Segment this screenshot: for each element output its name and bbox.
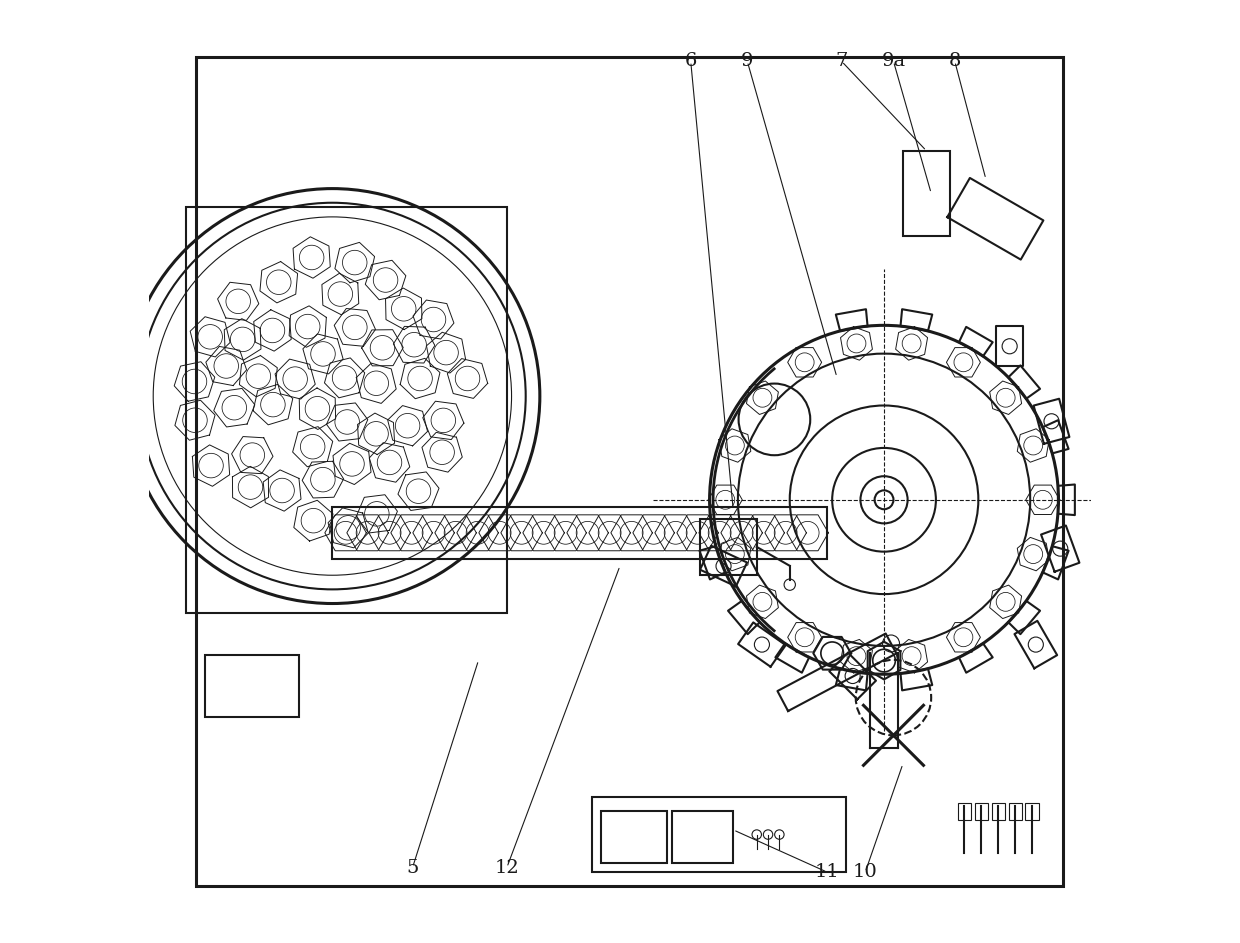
Bar: [1008, 803, 1022, 820]
Bar: [975, 803, 988, 820]
Text: 10: 10: [853, 863, 878, 882]
Text: 5: 5: [407, 858, 419, 877]
Bar: [332, 507, 827, 558]
Bar: [601, 811, 667, 863]
Bar: [992, 803, 1004, 820]
Text: 8: 8: [949, 52, 961, 71]
Text: 7: 7: [836, 52, 848, 71]
Bar: [672, 811, 733, 863]
Bar: [196, 57, 1063, 886]
Bar: [205, 655, 299, 717]
Bar: [957, 803, 971, 820]
Text: 9: 9: [742, 52, 754, 71]
Text: 9a: 9a: [882, 52, 905, 71]
Bar: [591, 797, 847, 872]
Bar: [903, 151, 950, 236]
Text: 6: 6: [684, 52, 697, 71]
Text: 11: 11: [815, 863, 839, 882]
Bar: [1025, 803, 1039, 820]
Bar: [701, 519, 756, 575]
Bar: [186, 207, 507, 613]
Text: 12: 12: [495, 858, 520, 877]
